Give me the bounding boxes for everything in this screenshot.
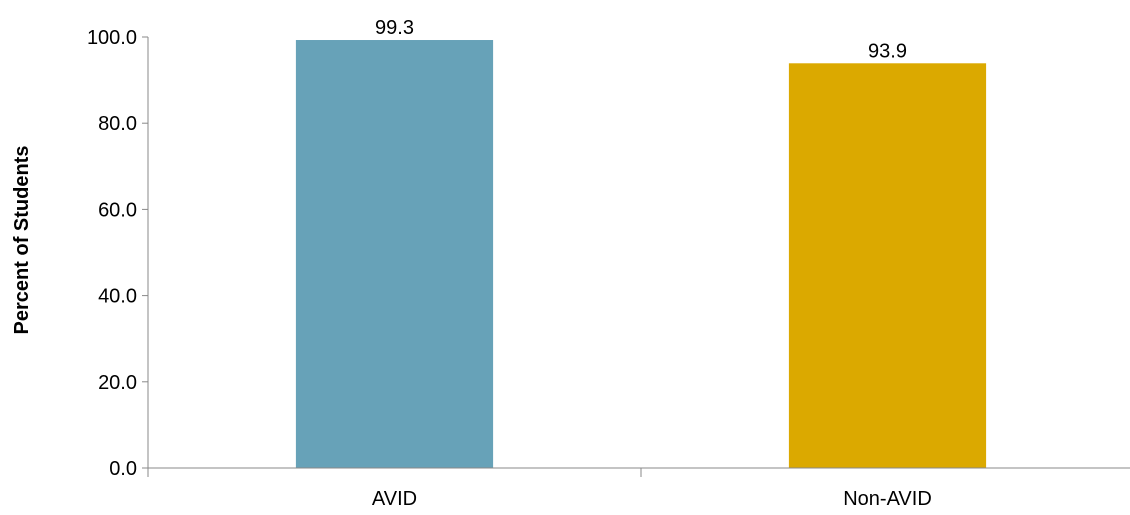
bars: 99.3 93.9	[295, 17, 987, 468]
y-tick-label: 100.0	[87, 27, 137, 49]
y-tick-label: 60.0	[98, 199, 137, 221]
y-tick-label: 0.0	[109, 458, 137, 480]
y-tick-label: 80.0	[98, 113, 137, 135]
bar-non-avid	[788, 63, 987, 468]
x-axis: AVID Non-AVID	[147, 467, 1130, 510]
x-category-label: AVID	[372, 488, 417, 510]
data-label: 99.3	[375, 17, 414, 39]
y-tick-label: 20.0	[98, 372, 137, 394]
x-category-label: Non-AVID	[843, 488, 932, 510]
y-tick-label: 40.0	[98, 286, 137, 308]
y-axis: 0.0 20.0 40.0 60.0 80.0 100.0	[87, 27, 149, 480]
bar-avid	[295, 40, 494, 468]
data-label: 93.9	[868, 40, 907, 62]
y-axis-title: Percent of Students	[11, 146, 33, 335]
